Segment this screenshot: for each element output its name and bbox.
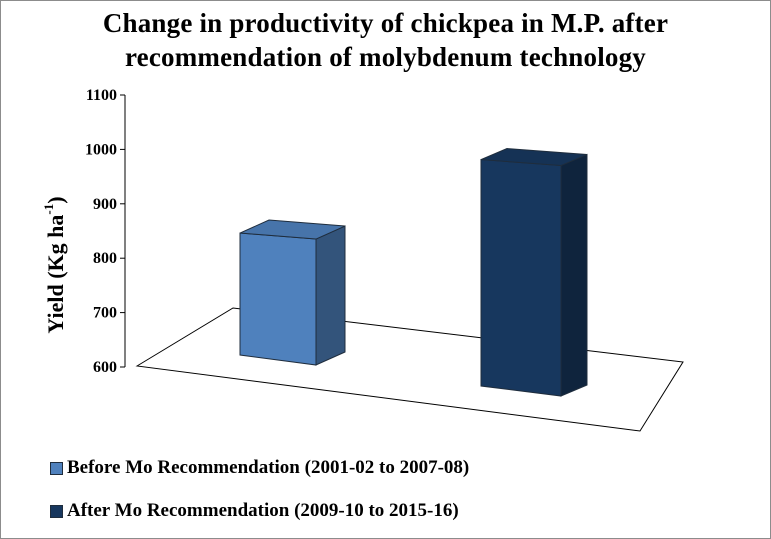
chart-title-line-1: Change in productivity of chickpea in M.… — [102, 8, 669, 38]
y-tick-label: 1100 — [86, 87, 117, 104]
legend-swatch-before — [50, 461, 63, 475]
legend-swatch-after — [50, 504, 63, 518]
y-tick-label: 600 — [93, 359, 117, 376]
chart-title: Change in productivity of chickpea in M.… — [0, 6, 771, 74]
legend-item-after: After Mo Recommendation (2009-10 to 2015… — [50, 500, 459, 522]
legend-label-after: After Mo Recommendation (2009-10 to 2015… — [67, 500, 459, 521]
y-tick-label: 800 — [93, 250, 117, 267]
bar-before-top — [239, 219, 346, 240]
y-tick-label: 1000 — [85, 141, 117, 158]
bar-after-top — [480, 148, 588, 167]
bar-before-side — [315, 225, 346, 366]
legend-label-before: Before Mo Recommendation (2001-02 to 200… — [67, 457, 470, 478]
bar-after-front — [480, 159, 562, 397]
bar-after-side — [560, 153, 588, 397]
y-tick-label: 900 — [93, 196, 117, 213]
y-tick-label: 700 — [93, 305, 117, 322]
chart-floor — [135, 307, 684, 432]
bar-before-front — [239, 232, 317, 366]
chart-title-line-2: recommendation of molybdenum technology — [124, 42, 647, 72]
legend-item-before: Before Mo Recommendation (2001-02 to 200… — [50, 457, 469, 479]
